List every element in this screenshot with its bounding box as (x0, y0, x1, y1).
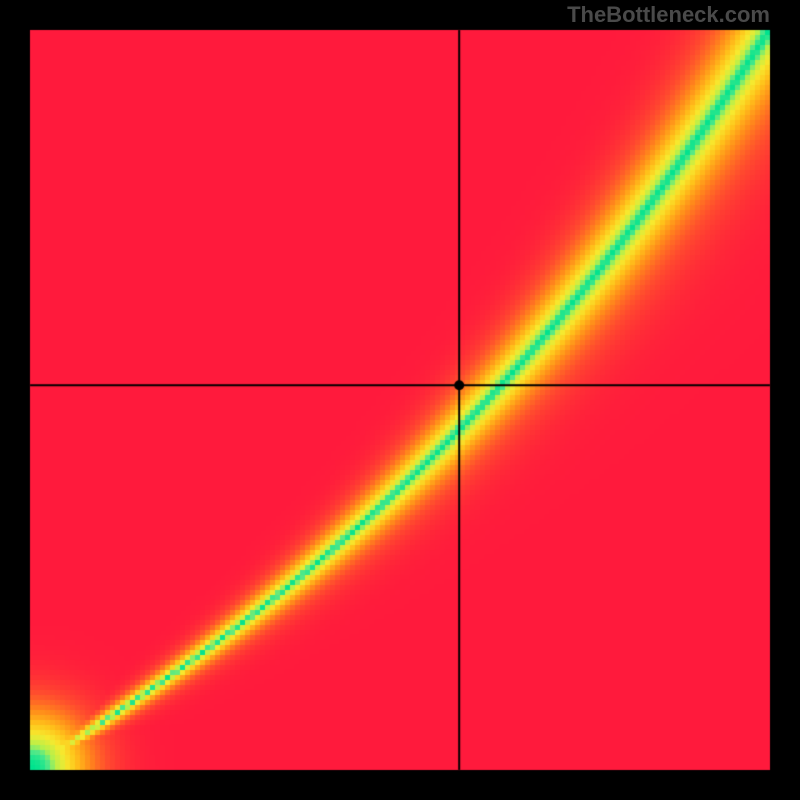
bottleneck-heatmap (0, 0, 800, 800)
watermark-text: TheBottleneck.com (567, 2, 770, 28)
chart-container: TheBottleneck.com (0, 0, 800, 800)
